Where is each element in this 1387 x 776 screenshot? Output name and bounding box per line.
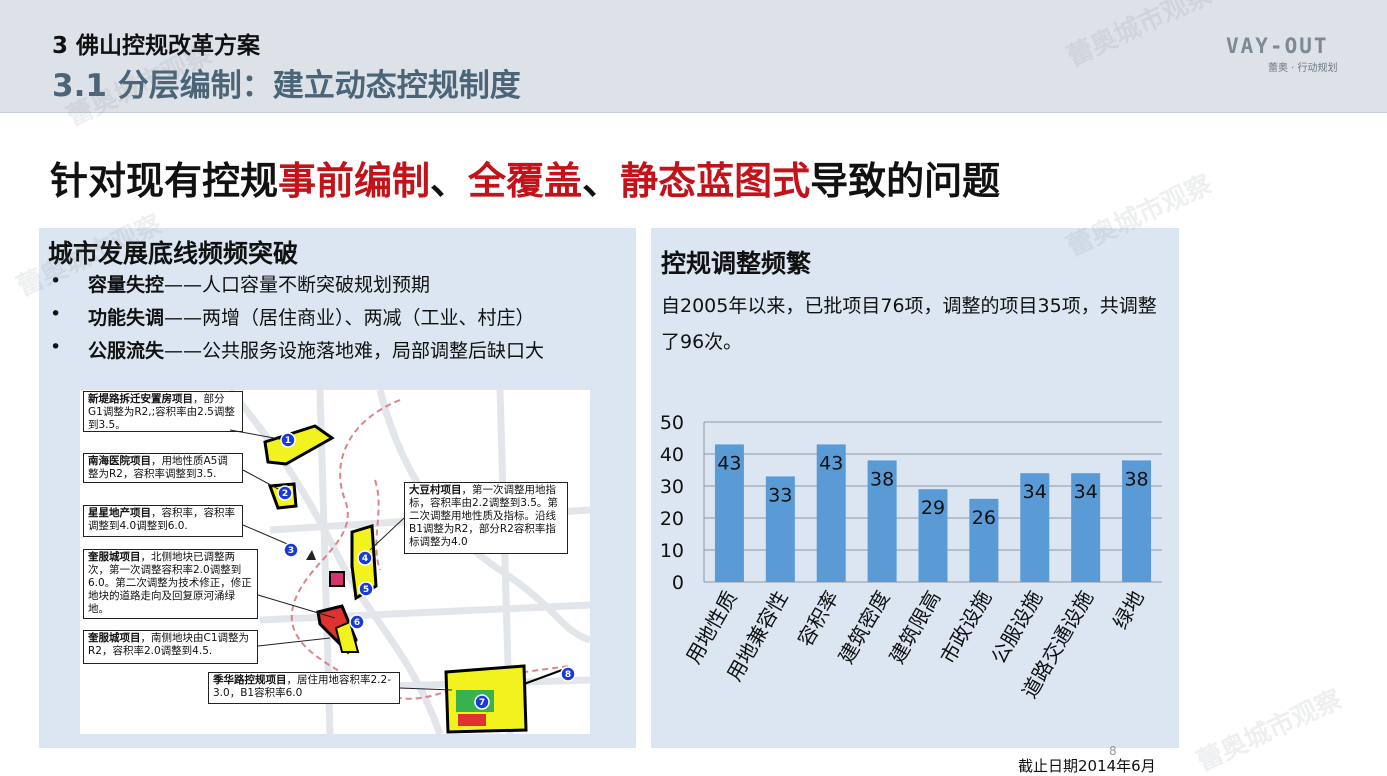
bullet-item: • 容量失控——人口容量不断突破规划预期 xyxy=(48,270,628,303)
page-subtitle: 3.1 分层编制：建立动态控规制度 xyxy=(52,68,521,104)
bar xyxy=(969,498,999,582)
headline-highlight-2: 全覆盖 xyxy=(468,159,583,203)
right-panel-title: 控规调整频繁 xyxy=(661,249,812,278)
map-marker-label: 4 xyxy=(362,554,368,564)
map-callout: 奎服城项目，南侧地块由C1调整为R2，容积率2.0调整到4.5. xyxy=(83,630,258,664)
bullet-text: ——两增（居住商业）、两减（工业、村庄） xyxy=(164,307,535,329)
data-label: 38 xyxy=(870,468,894,490)
adjustment-summary: 自2005年以来，已批项目76项，调整的项目35项，共调整了96次。 xyxy=(661,295,1157,353)
map-callout: 星星地产项目，容积率，容积率调整到4.0调整到6.0. xyxy=(83,505,243,537)
logo-mark: VAY-OUT xyxy=(1226,34,1329,58)
cutoff-date: 截止日期2014年6月 xyxy=(1018,757,1156,775)
headline-prefix: 针对现有控规 xyxy=(50,159,279,203)
project-map: 新堤路拆迁安置房项目，部分G1调整为R2,;容积率由2.5调整到3.5。 南海医… xyxy=(80,390,590,734)
data-label: 43 xyxy=(717,452,741,474)
map-marker-label: 5 xyxy=(363,585,369,595)
data-label: 33 xyxy=(768,484,792,506)
y-tick-label: 40 xyxy=(660,444,684,466)
bullet-dot: • xyxy=(50,336,62,358)
map-marker-label: 3 xyxy=(288,546,294,556)
bar xyxy=(765,476,795,582)
bar xyxy=(816,444,846,582)
bullet-text: ——人口容量不断突破规划预期 xyxy=(164,274,431,296)
headline-highlight-1: 事前编制 xyxy=(278,159,431,203)
map-callout: 大豆村项目，第一次调整用地指标，容积率由2.2调整到3.5。第二次调整用地性质及… xyxy=(404,482,568,554)
map-marker-label: 7 xyxy=(479,698,485,708)
bullet-key: 公服流失 xyxy=(88,340,165,362)
problem-bullet-list: • 容量失控——人口容量不断突破规划预期 • 功能失调——两增（居住商业）、两减（工… xyxy=(48,270,628,369)
bar xyxy=(1071,473,1101,582)
bar xyxy=(867,460,897,582)
y-tick-label: 0 xyxy=(672,572,684,594)
headline-highlight-3: 静态蓝图式 xyxy=(620,159,811,203)
bullet-item: • 功能失调——两增（居住商业）、两减（工业、村庄） xyxy=(48,303,628,336)
map-callout: 南海医院项目，用地性质A5调整为R2，容积率调整到3.5. xyxy=(83,453,243,483)
company-logo: VAY-OUT 蕾奥 · 行动规划 xyxy=(1226,34,1356,76)
data-label: 43 xyxy=(819,452,843,474)
data-label: 34 xyxy=(1074,481,1098,503)
section-title: 3 佛山控规改革方案 xyxy=(52,33,261,59)
y-tick-label: 20 xyxy=(660,508,684,530)
header-bar: 3 佛山控规改革方案 3.1 分层编制：建立动态控规制度 VAY-OUT 蕾奥 … xyxy=(0,0,1387,113)
category-label: 绿地 xyxy=(1108,587,1149,634)
map-marker-label: 6 xyxy=(354,618,360,628)
y-tick-label: 50 xyxy=(660,412,684,434)
category-label: 容积率 xyxy=(793,587,844,651)
map-callout: 新堤路拆迁安置房项目，部分G1调整为R2,;容积率由2.5调整到3.5。 xyxy=(83,391,243,432)
data-label: 38 xyxy=(1124,468,1148,490)
headline: 针对现有控规事前编制、全覆盖、静态蓝图式导致的问题 xyxy=(50,150,1000,205)
map-callout: 季华路控规项目，居住用地容积率2.2-3.0，B1容积率6.0 xyxy=(208,672,400,704)
map-callout: 奎服城项目，北侧地块已调整两次，第一次调整容积率2.0调整到6.0。第二次调整为… xyxy=(83,549,258,619)
y-tick-label: 30 xyxy=(660,476,684,498)
watermark: 蕾奥城市观察 xyxy=(1192,684,1347,776)
bar xyxy=(918,489,948,582)
headline-separator-2: 、 xyxy=(582,159,621,203)
map-marker-label: 2 xyxy=(282,489,288,499)
y-tick-label: 10 xyxy=(660,540,684,562)
map-markers: 1 2 3 4 5 6 7 8 xyxy=(229,429,576,710)
data-label: 29 xyxy=(921,497,945,519)
map-marker-label: 1 xyxy=(285,436,291,446)
page-number: 8 xyxy=(1109,744,1117,758)
bullet-key: 功能失调 xyxy=(88,307,165,329)
data-label: 34 xyxy=(1023,481,1047,503)
bar xyxy=(1020,473,1050,582)
headline-separator-1: 、 xyxy=(430,159,469,203)
bullet-dot: • xyxy=(50,270,62,292)
bullet-dot: • xyxy=(50,303,62,325)
bullet-key: 容量失控 xyxy=(88,274,165,296)
bullet-item: • 公服流失——公共服务设施落地难，局部调整后缺口大 xyxy=(48,336,628,369)
marker-circles xyxy=(277,432,576,710)
data-label: 26 xyxy=(972,507,996,529)
bar xyxy=(714,444,744,582)
headline-suffix: 导致的问题 xyxy=(810,159,1001,203)
bullet-text: ——公共服务设施落地难，局部调整后缺口大 xyxy=(164,340,545,362)
logo-tagline: 蕾奥 · 行动规划 xyxy=(1268,63,1338,74)
adjustment-bar-chart: 0102030405043用地性质33用地兼容性43容积率38建筑密度29建筑限… xyxy=(660,412,1162,702)
bar xyxy=(1122,460,1152,582)
map-marker-label: 8 xyxy=(565,670,571,680)
left-panel-title: 城市发展底线频频突破 xyxy=(48,239,299,268)
